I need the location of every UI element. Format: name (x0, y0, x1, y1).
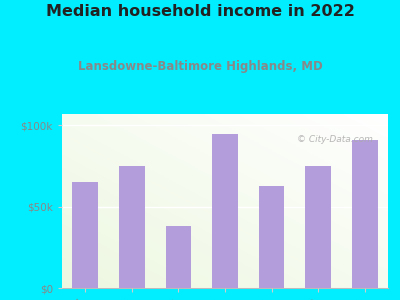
Bar (352, 140, 378, 288)
Bar (119, 166, 145, 288)
Bar (305, 166, 331, 288)
Text: Lansdowne-Baltimore Highlands, MD: Lansdowne-Baltimore Highlands, MD (78, 60, 322, 73)
Bar (166, 226, 191, 288)
Text: Median household income in 2022: Median household income in 2022 (46, 4, 354, 20)
Bar (259, 186, 284, 288)
Text: © City-Data.com: © City-Data.com (297, 135, 372, 144)
Bar (212, 134, 238, 288)
Bar (72, 182, 98, 288)
